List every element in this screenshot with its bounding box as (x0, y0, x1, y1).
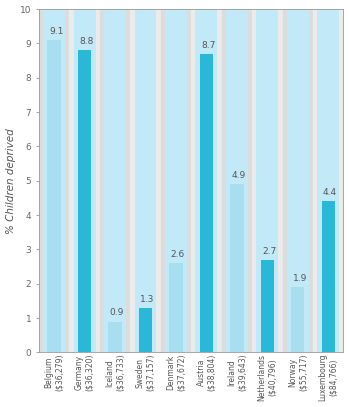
Bar (130, 9, 161, 352)
Bar (108, 322, 122, 352)
Bar (78, 50, 91, 352)
Bar (200, 54, 213, 352)
Bar (287, 9, 309, 352)
Text: 8.7: 8.7 (201, 41, 216, 50)
Text: 2.7: 2.7 (262, 247, 276, 256)
Bar (47, 40, 61, 352)
Bar (100, 9, 130, 352)
Bar (191, 9, 222, 352)
Bar (134, 9, 156, 352)
Text: 9.1: 9.1 (49, 27, 63, 36)
Bar (283, 9, 313, 352)
Bar (321, 201, 335, 352)
Bar (195, 9, 217, 352)
Text: 0.9: 0.9 (110, 309, 124, 317)
Bar (43, 9, 65, 352)
Text: 1.9: 1.9 (292, 274, 307, 283)
Y-axis label: % Children deprived: % Children deprived (6, 128, 16, 234)
Bar (291, 287, 304, 352)
Bar (222, 9, 252, 352)
Bar (74, 9, 96, 352)
Bar (230, 184, 244, 352)
Text: 8.8: 8.8 (79, 37, 94, 46)
Bar (252, 9, 283, 352)
Bar (139, 308, 152, 352)
Bar (39, 9, 69, 352)
Bar (165, 9, 187, 352)
Bar (104, 9, 126, 352)
Text: 4.9: 4.9 (232, 171, 246, 180)
Bar (313, 9, 343, 352)
Bar (256, 9, 278, 352)
Text: 1.3: 1.3 (140, 295, 155, 304)
Bar (69, 9, 100, 352)
Bar (261, 260, 274, 352)
Bar (317, 9, 339, 352)
Text: 4.4: 4.4 (323, 188, 337, 197)
Text: 2.6: 2.6 (171, 250, 185, 259)
Bar (161, 9, 191, 352)
Bar (226, 9, 248, 352)
Bar (169, 263, 183, 352)
